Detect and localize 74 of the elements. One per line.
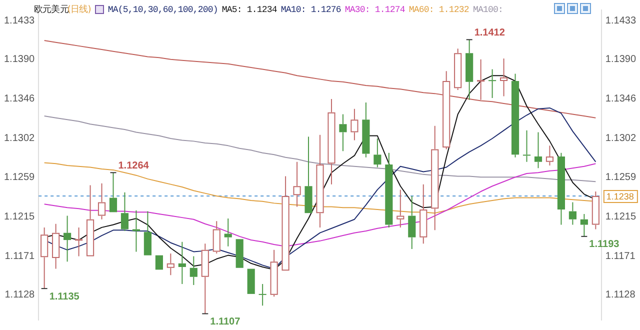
y2-tick-label: 1.1215	[605, 211, 636, 222]
y2-tick-label: 1.1259	[605, 172, 636, 183]
candlestick	[466, 39, 474, 100]
candlestick	[557, 152, 566, 226]
candlestick	[350, 108, 358, 141]
y2-tick-label: 1.1346	[605, 94, 636, 105]
annotation: 1.1135	[49, 291, 80, 302]
candlestick	[442, 70, 450, 150]
candlestick	[328, 98, 336, 185]
text: MA100:	[472, 4, 503, 14]
candlestick	[385, 152, 393, 228]
annotation: 1.1264	[118, 160, 150, 172]
candlestick	[522, 130, 531, 162]
candlestick	[500, 58, 508, 97]
candlestick	[304, 136, 312, 214]
annotation: 1.1107	[210, 316, 241, 328]
candlestick	[362, 102, 370, 158]
candlestick	[224, 218, 232, 247]
candlestick	[316, 134, 324, 228]
candlestick	[270, 249, 278, 298]
annotation: 1.1412	[474, 27, 506, 38]
candlestick	[282, 176, 290, 271]
candlestick	[178, 241, 186, 285]
y2-tick-label: 1.1302	[605, 133, 636, 144]
candlestick	[52, 223, 60, 270]
candlestick	[86, 184, 94, 256]
candlestick	[64, 215, 72, 262]
candlestick	[374, 138, 382, 168]
candlestick	[431, 125, 439, 231]
candlestick	[488, 68, 496, 99]
candlestick	[120, 192, 129, 232]
y2-tick-label: 1.1390	[605, 54, 636, 66]
text: MA60: 1.1232	[408, 4, 469, 14]
text: MA30: 1.1274	[344, 4, 405, 14]
annotation: MA(5,10,30,60,100,200)	[108, 4, 218, 14]
y-tick-label: 1.1433	[4, 16, 36, 27]
ref-line-label: 1.1238	[606, 191, 634, 202]
y-tick-label: 1.1259	[4, 172, 36, 183]
annotation: 1.1193	[589, 239, 620, 250]
candlestick	[534, 132, 542, 169]
y-tick-label: 1.1302	[4, 133, 36, 144]
candlestick	[258, 284, 266, 306]
chart-title: 欧元美元	[34, 4, 68, 16]
candlestick	[408, 196, 416, 250]
candlestick	[580, 213, 588, 237]
candlestick	[132, 210, 140, 252]
candlestick	[454, 48, 462, 90]
candlestick	[546, 145, 554, 166]
candlestick	[339, 114, 347, 152]
y-tick-label: 1.1171	[4, 250, 36, 262]
candlestick	[109, 172, 118, 212]
candlestick	[201, 243, 209, 314]
candlestick	[190, 256, 198, 286]
y-tick-label: 1.1346	[4, 94, 36, 105]
candlestick	[420, 184, 428, 244]
text: MA10: 1.1276	[280, 4, 341, 14]
candlestick	[40, 226, 48, 290]
candlestick	[144, 210, 152, 256]
y2-tick-label: 1.1433	[605, 16, 636, 27]
candlestick	[293, 161, 301, 208]
candlestick	[396, 189, 404, 228]
text: MA5: 1.1234	[222, 4, 277, 14]
y-tick-label: 1.1390	[4, 54, 36, 66]
candlestick	[568, 202, 576, 226]
chart-subtitle: (日线)	[67, 4, 91, 16]
y2-tick-label: 1.1128	[605, 290, 636, 301]
candlestick	[592, 191, 600, 230]
candlestick	[212, 220, 220, 254]
y-tick-label: 1.1128	[4, 290, 36, 301]
y2-tick-label: 1.1171	[605, 250, 636, 262]
y-tick-label: 1.1215	[4, 211, 36, 222]
candlestick	[511, 73, 520, 158]
candlestick	[166, 253, 174, 276]
candlestick	[98, 182, 106, 220]
